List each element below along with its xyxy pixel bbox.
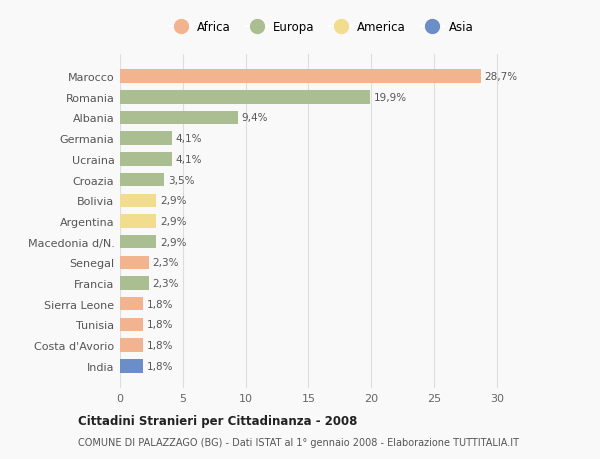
Bar — [120, 339, 143, 352]
Text: 3,5%: 3,5% — [168, 175, 194, 185]
Text: 2,3%: 2,3% — [152, 258, 179, 268]
Bar — [120, 359, 143, 373]
Text: 1,8%: 1,8% — [146, 299, 173, 309]
Bar — [120, 256, 149, 269]
Legend: Africa, Europa, America, Asia: Africa, Europa, America, Asia — [169, 21, 473, 34]
Text: 2,9%: 2,9% — [160, 217, 187, 226]
Bar — [120, 132, 172, 146]
Bar — [120, 215, 157, 228]
Text: Cittadini Stranieri per Cittadinanza - 2008: Cittadini Stranieri per Cittadinanza - 2… — [78, 414, 358, 428]
Bar — [120, 235, 157, 249]
Bar — [120, 194, 157, 207]
Text: 2,9%: 2,9% — [160, 196, 187, 206]
Bar — [120, 91, 370, 104]
Bar — [120, 318, 143, 331]
Text: 9,4%: 9,4% — [242, 113, 268, 123]
Bar — [120, 70, 481, 84]
Bar — [120, 112, 238, 125]
Text: 1,8%: 1,8% — [146, 320, 173, 330]
Text: COMUNE DI PALAZZAGO (BG) - Dati ISTAT al 1° gennaio 2008 - Elaborazione TUTTITAL: COMUNE DI PALAZZAGO (BG) - Dati ISTAT al… — [78, 437, 519, 447]
Bar — [120, 277, 149, 290]
Text: 2,3%: 2,3% — [152, 279, 179, 288]
Text: 2,9%: 2,9% — [160, 237, 187, 247]
Text: 19,9%: 19,9% — [374, 93, 407, 102]
Bar — [120, 153, 172, 166]
Bar — [120, 174, 164, 187]
Text: 1,8%: 1,8% — [146, 341, 173, 350]
Text: 4,1%: 4,1% — [175, 134, 202, 144]
Text: 1,8%: 1,8% — [146, 361, 173, 371]
Text: 4,1%: 4,1% — [175, 155, 202, 164]
Text: 28,7%: 28,7% — [484, 72, 517, 82]
Bar — [120, 297, 143, 311]
